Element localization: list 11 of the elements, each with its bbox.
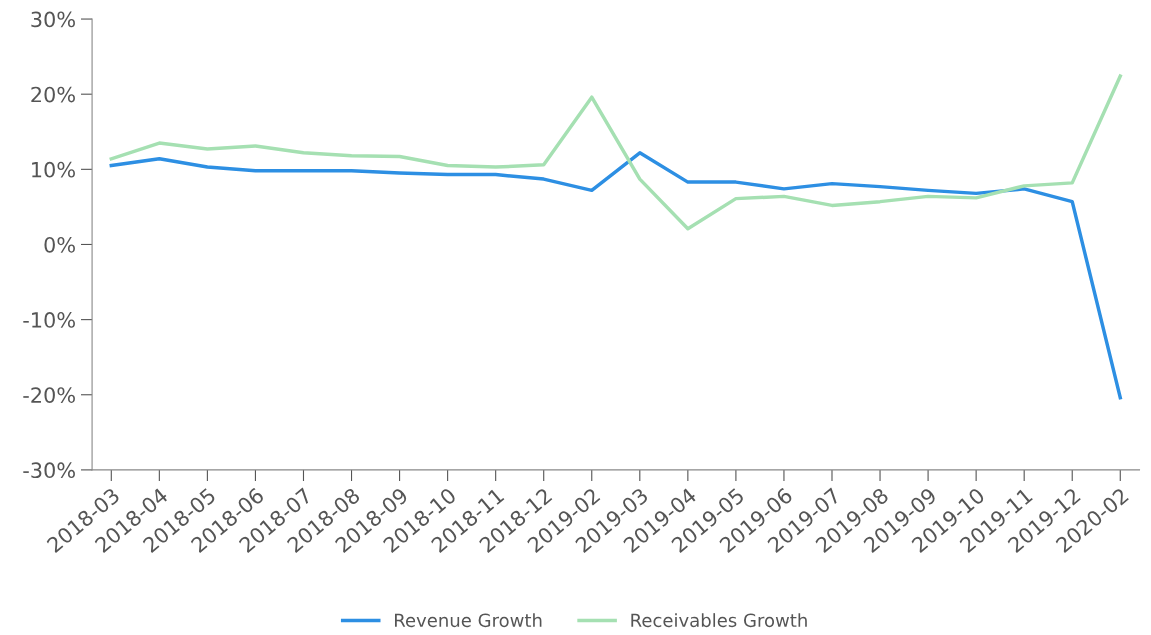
line-series bbox=[109, 74, 1123, 231]
legend-label: Revenue Growth bbox=[395, 613, 542, 628]
y-tick-label: -30% bbox=[23, 462, 75, 479]
y-tick-label: 0% bbox=[44, 236, 75, 253]
y-tick-label: -20% bbox=[23, 387, 75, 403]
y-tick-label: 10% bbox=[32, 161, 75, 178]
y-tick-label: -10% bbox=[23, 312, 75, 328]
legend-label: Receivables Growth bbox=[631, 613, 807, 628]
line-series bbox=[109, 151, 1123, 400]
y-tick-label: 30% bbox=[31, 11, 75, 28]
y-tick-label: 20% bbox=[31, 86, 75, 103]
